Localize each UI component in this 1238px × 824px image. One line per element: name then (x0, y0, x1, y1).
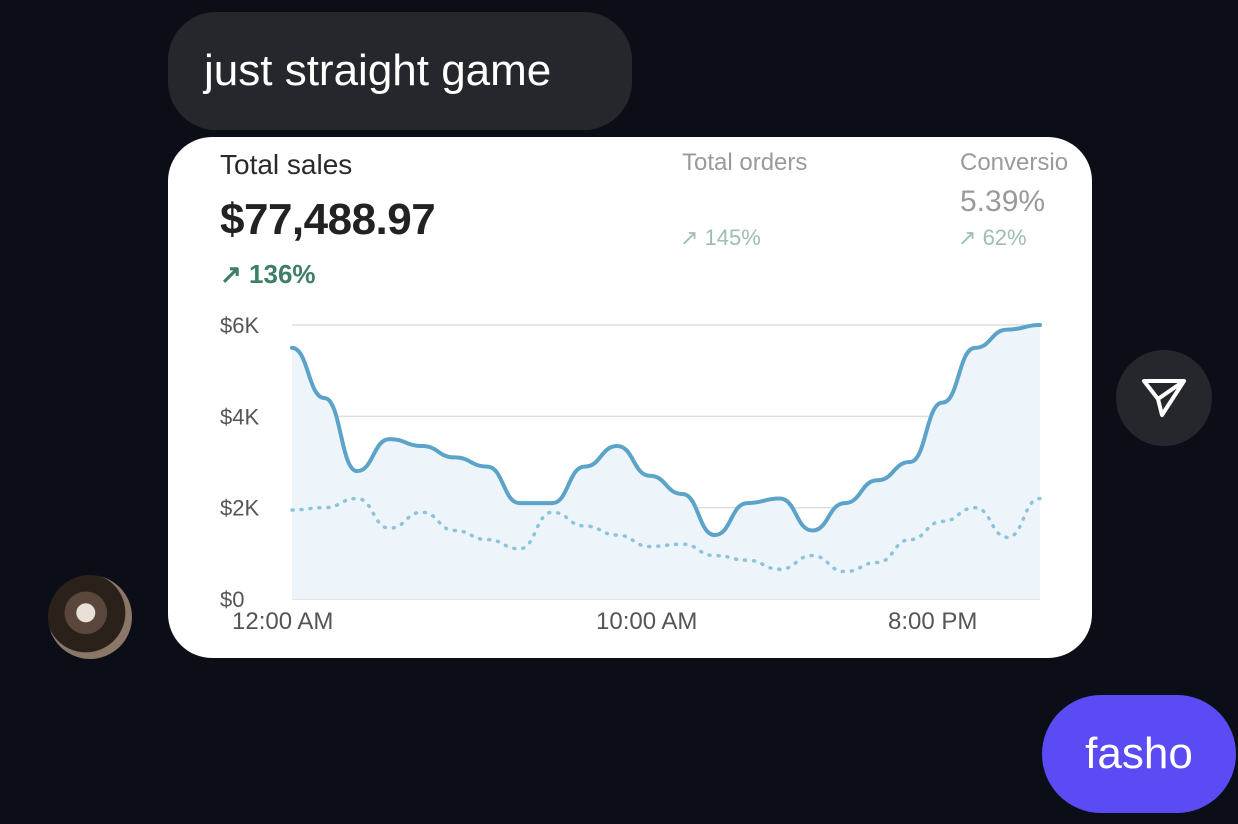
share-button[interactable] (1116, 350, 1212, 446)
incoming-message-bubble[interactable]: just straight game (168, 12, 632, 130)
y-tick-label: $4K (220, 404, 259, 429)
arrow-up-right-icon: ↗ (680, 225, 699, 250)
x-tick-label: 8:00 PM (888, 608, 977, 635)
sales-area-fill (292, 325, 1040, 599)
total-orders-label: Total orders (682, 149, 808, 176)
incoming-message-text: just straight game (204, 46, 552, 95)
x-tick-label: 12:00 AM (232, 608, 333, 635)
conversion-value: 5.39% (960, 185, 1046, 218)
arrow-up-right-icon: ↗ (220, 259, 242, 289)
conversion-label: Conversio (960, 149, 1069, 176)
send-arrow-icon (1142, 379, 1186, 417)
comparison-series-line (290, 496, 1042, 574)
x-tick-label: 10:00 AM (596, 608, 697, 635)
y-tick-label: $2K (220, 496, 259, 521)
y-tick-label: $0 (220, 587, 244, 612)
shared-screenshot-image[interactable]: Total sales $77,488.97 ↗ 136% Total orde… (168, 137, 1092, 658)
total-orders-change: ↗ 145% (680, 225, 761, 250)
total-sales-label: Total sales (220, 149, 353, 180)
sales-line-chart: $0 $2K $4K $6K 12:00 AM 10:00 AM 8:00 PM (220, 313, 1042, 635)
arrow-up-right-icon: ↗ (958, 225, 977, 250)
outgoing-message-text: fasho (1085, 729, 1193, 778)
conversion-change: ↗ 62% (958, 225, 1027, 250)
outgoing-message-bubble[interactable]: fasho (1042, 695, 1236, 813)
total-sales-value: $77,488.97 (220, 195, 436, 244)
sales-series-line (290, 323, 1042, 538)
sender-avatar[interactable] (48, 575, 132, 659)
y-tick-label: $6K (220, 313, 259, 338)
total-sales-change: ↗ 136% (220, 259, 316, 289)
